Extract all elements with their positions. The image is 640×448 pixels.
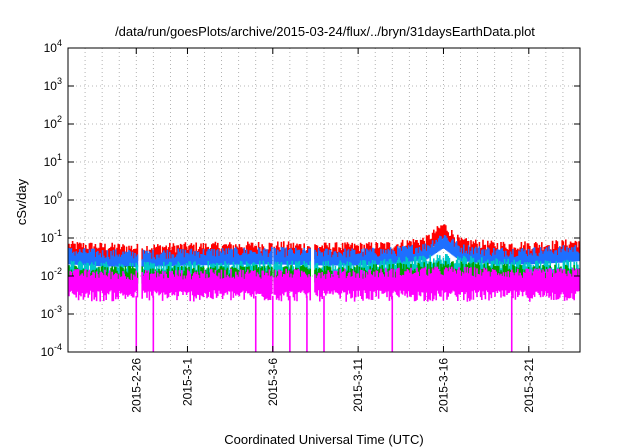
x-axis-label: Coordinated Universal Time (UTC) bbox=[224, 432, 423, 447]
x-tick-label: 2015-3-11 bbox=[351, 358, 365, 412]
x-tick-label: 2015-3-6 bbox=[266, 358, 280, 406]
chart-title: /data/run/goesPlots/archive/2015-03-24/f… bbox=[115, 24, 535, 39]
y-tick-label: 10-4 bbox=[41, 342, 62, 359]
plot-frame bbox=[67, 47, 581, 353]
x-tick-label: 2015-3-1 bbox=[180, 358, 194, 406]
y-tick-labels: 10-4 10-3 10-2 10-1 100 101 102 103 104 bbox=[41, 38, 62, 359]
series-area bbox=[68, 235, 580, 268]
y-tick-label: 100 bbox=[44, 190, 62, 207]
y-tick-label: 102 bbox=[44, 114, 62, 131]
y-axis-label: cSv/day bbox=[14, 178, 29, 225]
x-tick-labels: 2015-2-26 2015-3-1 2015-3-6 2015-3-11 2015-3… bbox=[129, 358, 536, 413]
series-area bbox=[68, 266, 580, 302]
plot-border bbox=[67, 47, 581, 353]
y-tick-label: 10-1 bbox=[41, 228, 62, 245]
y-tick-label: 104 bbox=[44, 38, 62, 55]
y-tick-label: 101 bbox=[44, 152, 62, 169]
x-tick-label: 2015-2-26 bbox=[129, 358, 143, 413]
y-tick-label: 10-3 bbox=[41, 304, 62, 321]
y-tick-label: 10-2 bbox=[41, 266, 62, 283]
y-tick-label: 103 bbox=[44, 76, 62, 93]
x-tick-label: 2015-3-16 bbox=[436, 358, 450, 413]
series-layer bbox=[68, 224, 580, 352]
x-tick-label: 2015-3-21 bbox=[522, 358, 536, 413]
